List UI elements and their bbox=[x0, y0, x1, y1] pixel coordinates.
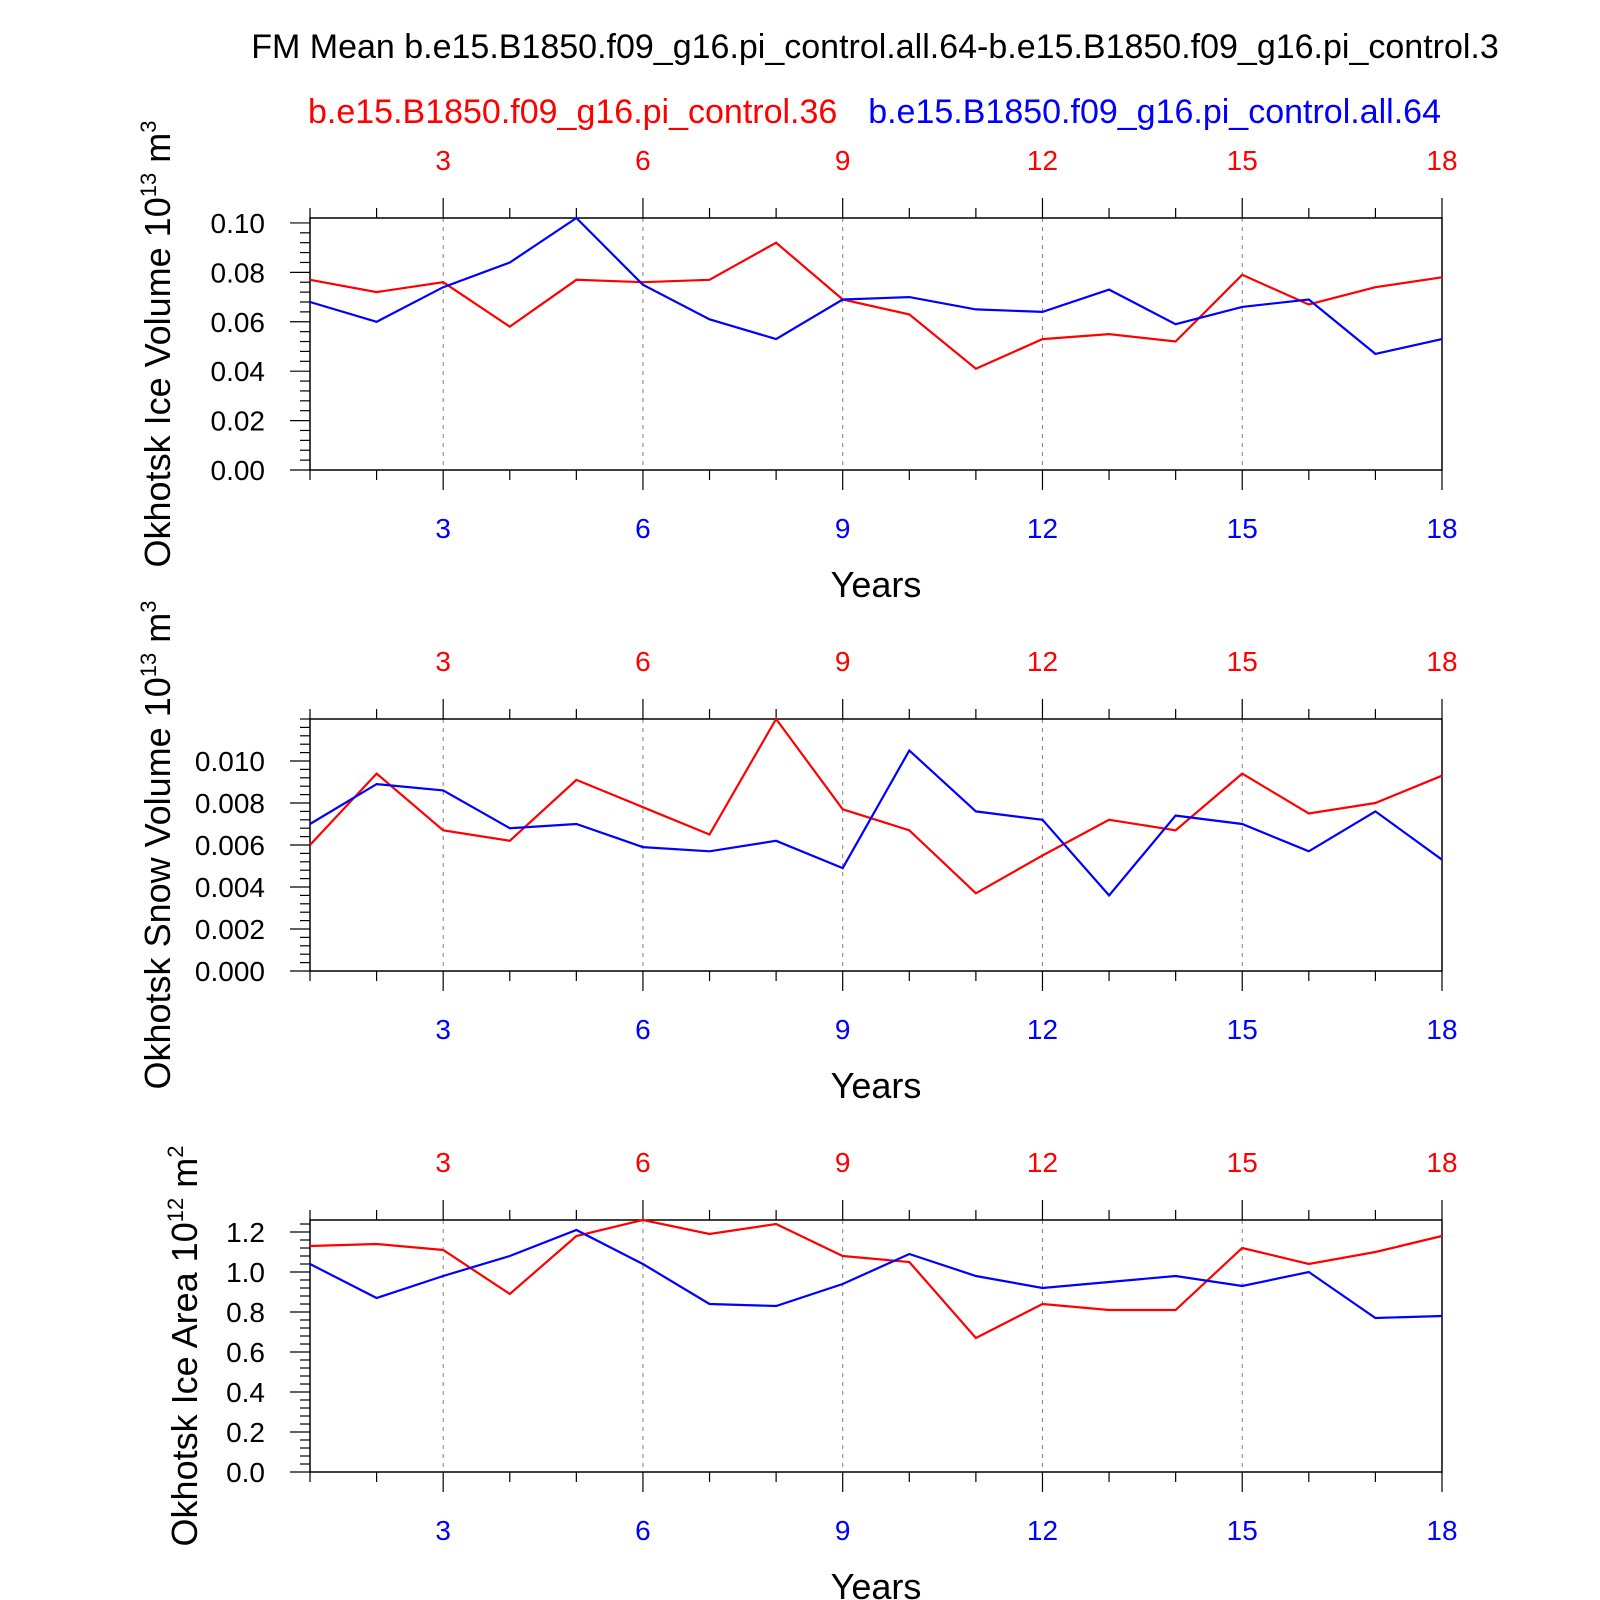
x-tick-label-bottom: 6 bbox=[635, 513, 651, 544]
x-tick-label-top: 3 bbox=[435, 145, 451, 176]
x-tick-label-bottom: 15 bbox=[1227, 1014, 1258, 1045]
x-tick-label-top: 6 bbox=[635, 646, 651, 677]
chart-panel-3: 3 3 6 6 9 9 12 12 15 15 18 18 0.0 0.2 0.4 0.6 0.8 1.0 1.2 Y… bbox=[163, 1146, 1458, 1600]
legend-red-series-name: b.e15.B1850.f09_g16.pi_control.36 bbox=[308, 93, 837, 131]
y-tick-label: 0.000 bbox=[195, 956, 265, 987]
y-tick-label: 0.004 bbox=[195, 872, 265, 903]
x-tick-label-top: 18 bbox=[1426, 145, 1457, 176]
x-tick-label-top: 15 bbox=[1227, 646, 1258, 677]
red-series-line bbox=[309, 241, 1443, 370]
x-tick-label-bottom: 3 bbox=[435, 1014, 451, 1045]
red-series-line bbox=[309, 1218, 1443, 1340]
x-axis-label: Years bbox=[831, 1566, 922, 1600]
y-tick-label: 0.0 bbox=[226, 1457, 265, 1488]
y-tick-label: 0.002 bbox=[195, 914, 265, 945]
x-tick-label-bottom: 12 bbox=[1027, 513, 1058, 544]
y-tick-label: 0.02 bbox=[211, 406, 266, 437]
y-tick-label: 0.00 bbox=[211, 455, 266, 486]
x-tick-label-top: 18 bbox=[1426, 646, 1457, 677]
y-tick-label: 0.10 bbox=[211, 208, 266, 239]
x-tick-label-bottom: 18 bbox=[1426, 1014, 1457, 1045]
x-tick-label-bottom: 9 bbox=[835, 1014, 851, 1045]
legend-blue-series-name: b.e15.B1850.f09_g16.pi_control.all.64 bbox=[868, 93, 1441, 131]
y-tick-label: 0.8 bbox=[226, 1297, 265, 1328]
x-tick-label-bottom: 12 bbox=[1027, 1014, 1058, 1045]
y-tick-label: 0.4 bbox=[226, 1377, 265, 1408]
x-tick-label-top: 15 bbox=[1227, 145, 1258, 176]
chart-panel-2: 3 3 6 6 9 9 12 12 15 15 18 18 0.000 0.002 0.004 0.006 0.… bbox=[136, 601, 1458, 1106]
y-axis-label: Okhotsk Snow Volume 1013 m3 bbox=[136, 601, 178, 1090]
x-tick-label-top: 6 bbox=[635, 1147, 651, 1178]
x-axis-label: Years bbox=[831, 1065, 922, 1106]
x-tick-label-top: 12 bbox=[1027, 1147, 1058, 1178]
x-tick-label-bottom: 18 bbox=[1426, 1515, 1457, 1546]
legend: b.e15.B1850.f09_g16.pi_control.36 b.e15.… bbox=[308, 93, 1441, 131]
y-tick-label: 0.010 bbox=[195, 746, 265, 777]
y-axis-label: Okhotsk Ice Volume 1013 m3 bbox=[136, 121, 178, 568]
blue-series-line bbox=[309, 748, 1443, 898]
y-tick-label: 1.2 bbox=[226, 1217, 265, 1248]
plot-frame bbox=[309, 1219, 1443, 1473]
y-tick-label: 0.08 bbox=[211, 257, 266, 288]
x-tick-label-bottom: 6 bbox=[635, 1014, 651, 1045]
x-axis-label: Years bbox=[831, 564, 922, 605]
x-tick-label-top: 9 bbox=[835, 1147, 851, 1178]
y-tick-label: 1.0 bbox=[226, 1257, 265, 1288]
x-tick-label-top: 9 bbox=[835, 145, 851, 176]
y-tick-label: 0.008 bbox=[195, 788, 265, 819]
x-tick-label-bottom: 9 bbox=[835, 1515, 851, 1546]
x-tick-label-top: 15 bbox=[1227, 1147, 1258, 1178]
x-tick-label-bottom: 3 bbox=[435, 1515, 451, 1546]
x-tick-label-bottom: 9 bbox=[835, 513, 851, 544]
y-tick-label: 0.04 bbox=[211, 356, 266, 387]
x-tick-label-bottom: 18 bbox=[1426, 513, 1457, 544]
plot-frame bbox=[309, 718, 1443, 972]
y-tick-label: 0.06 bbox=[211, 307, 266, 338]
x-tick-label-bottom: 6 bbox=[635, 1515, 651, 1546]
x-tick-label-bottom: 15 bbox=[1227, 513, 1258, 544]
blue-series-line bbox=[309, 1228, 1443, 1320]
x-tick-label-top: 9 bbox=[835, 646, 851, 677]
y-tick-label: 0.006 bbox=[195, 830, 265, 861]
blue-series-line bbox=[309, 216, 1443, 356]
chart-panel-1: 3 3 6 6 9 9 12 12 15 15 18 18 0.00 0.02 0.04 0.06 0.08 0.… bbox=[136, 121, 1458, 605]
y-tick-label: 0.2 bbox=[226, 1417, 265, 1448]
y-axis-label: Okhotsk Ice Area 1012 m2 bbox=[163, 1146, 205, 1547]
x-tick-label-bottom: 12 bbox=[1027, 1515, 1058, 1546]
x-tick-label-top: 12 bbox=[1027, 145, 1058, 176]
plot-frame bbox=[309, 217, 1443, 471]
y-tick-label: 0.6 bbox=[226, 1337, 265, 1368]
red-series-line bbox=[309, 716, 1443, 895]
x-tick-label-top: 6 bbox=[635, 145, 651, 176]
x-tick-label-top: 3 bbox=[435, 1147, 451, 1178]
x-tick-label-bottom: 3 bbox=[435, 513, 451, 544]
x-tick-label-top: 3 bbox=[435, 646, 451, 677]
x-tick-label-top: 18 bbox=[1426, 1147, 1457, 1178]
x-tick-label-top: 12 bbox=[1027, 646, 1058, 677]
x-tick-label-bottom: 15 bbox=[1227, 1515, 1258, 1546]
figure-title: FM Mean b.e15.B1850.f09_g16.pi_control.a… bbox=[251, 28, 1499, 66]
